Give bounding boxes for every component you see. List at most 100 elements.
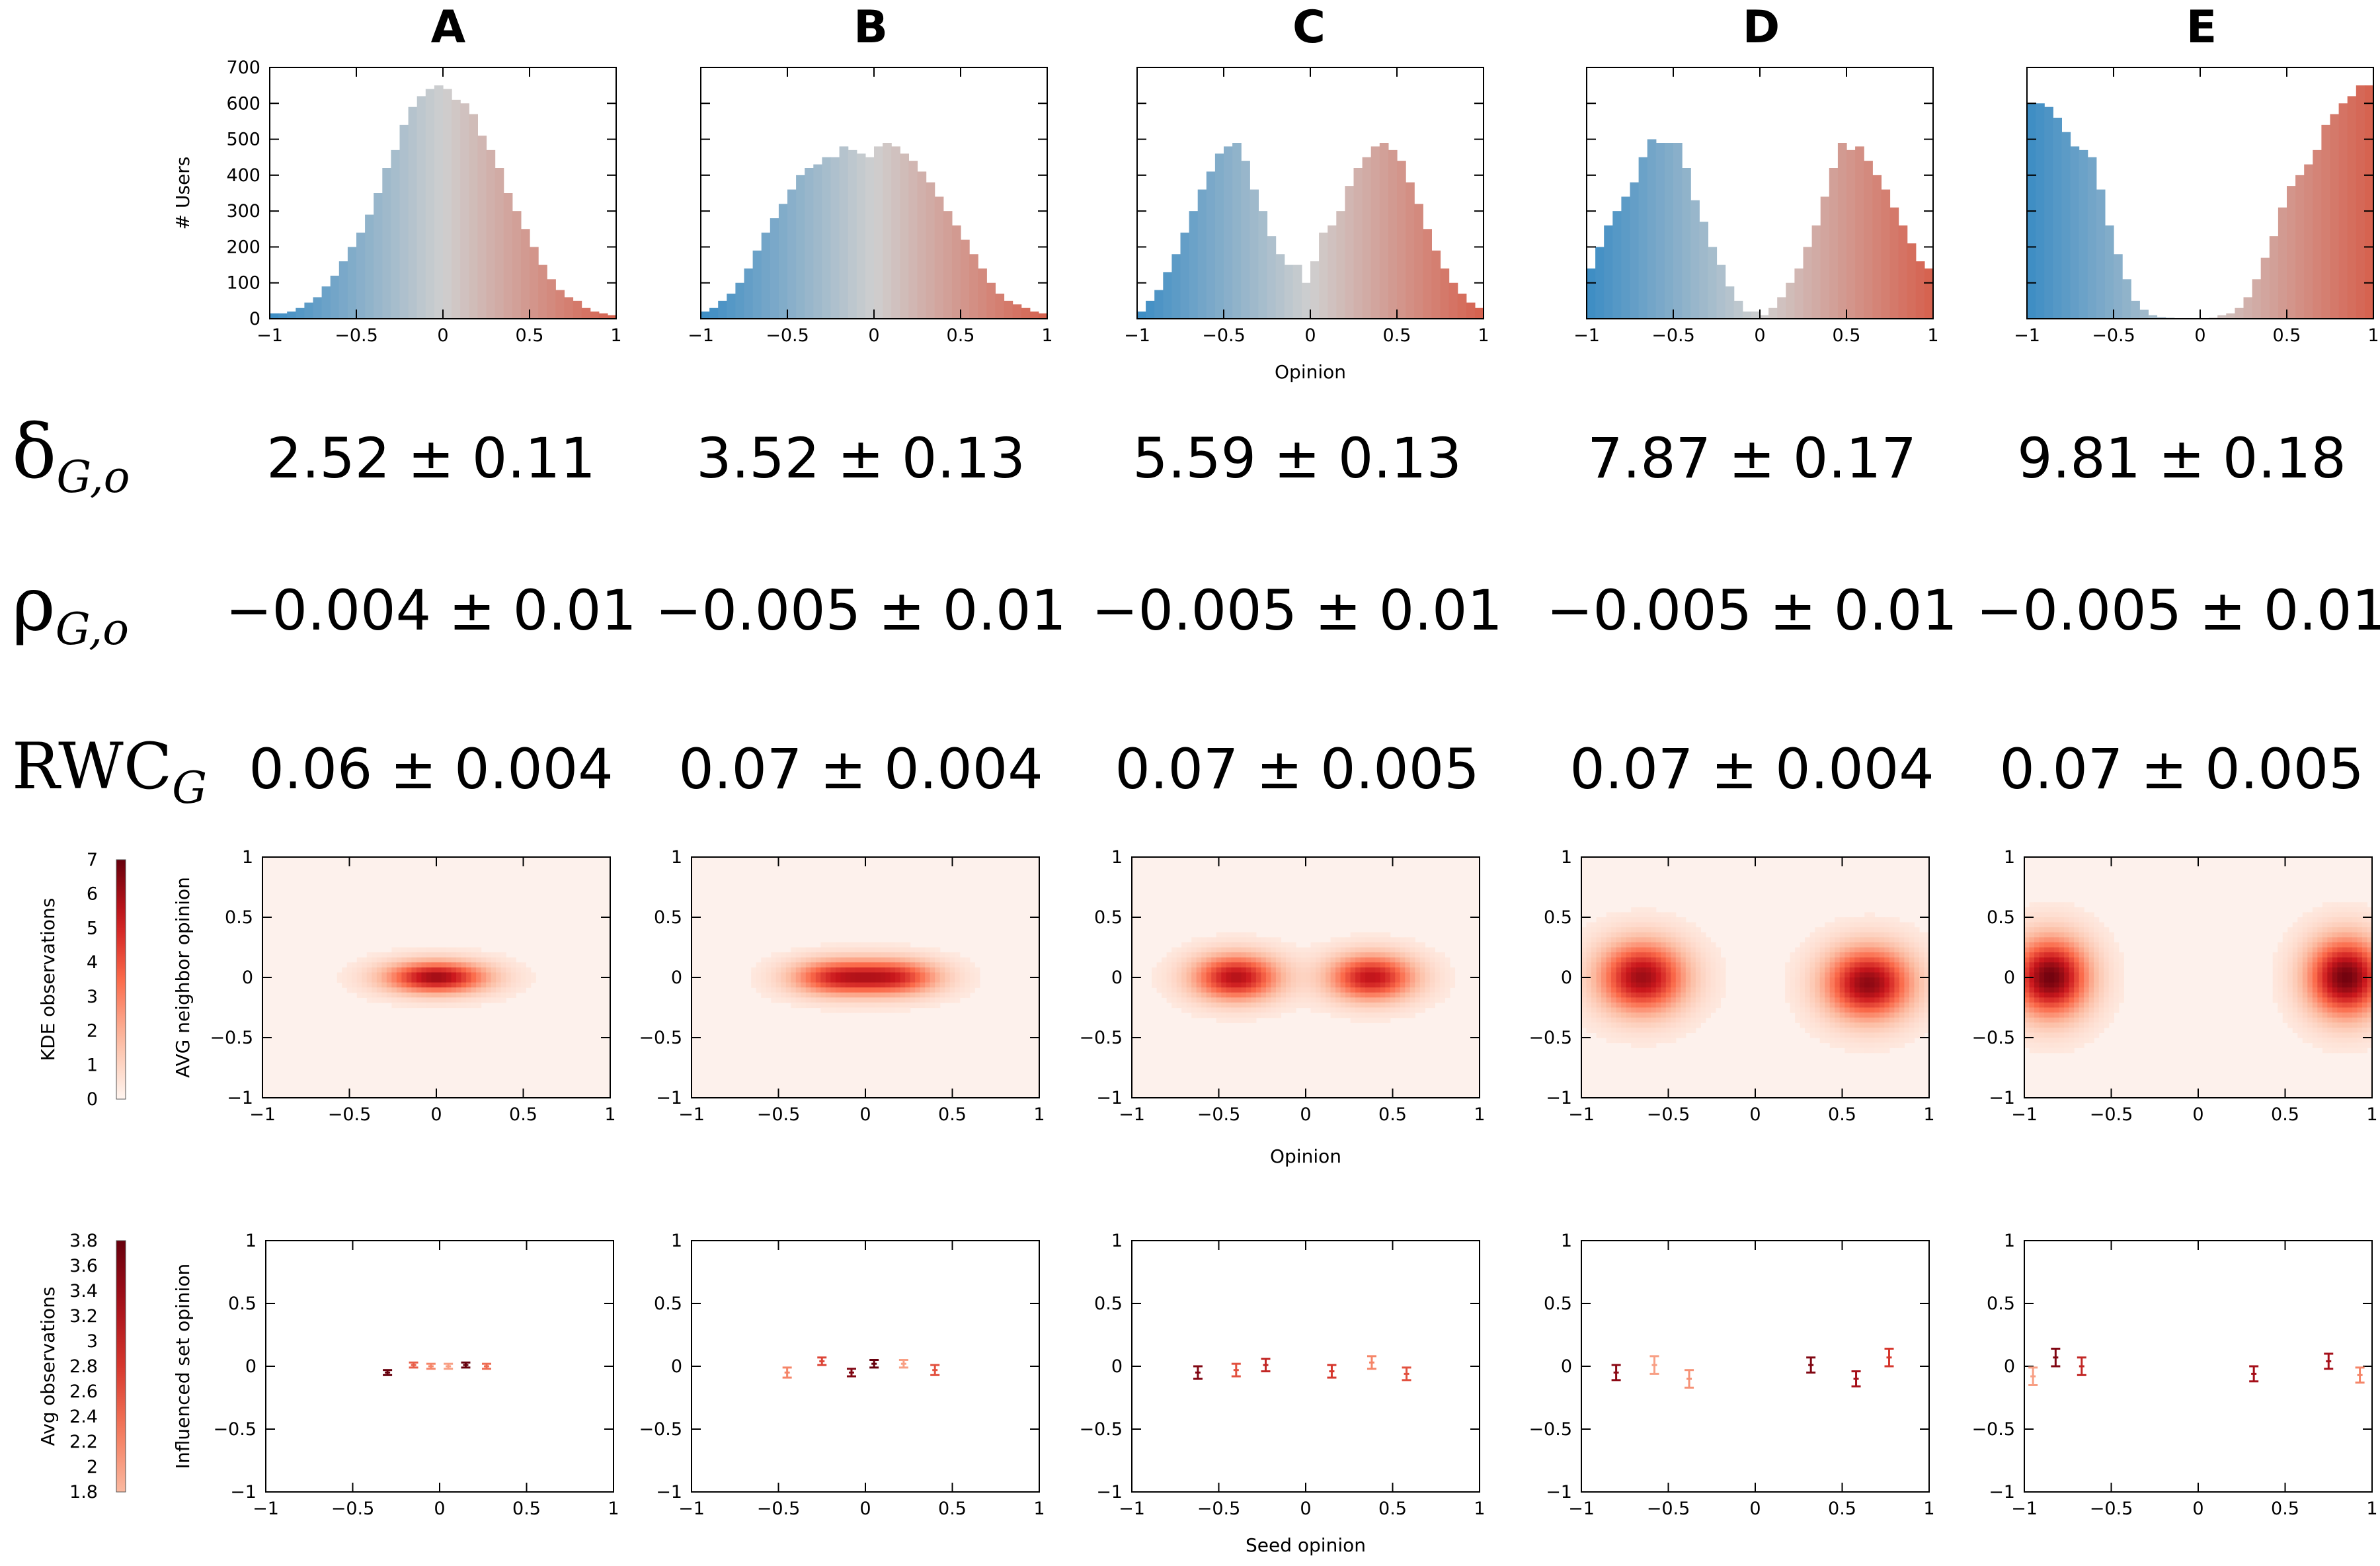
kde-cell [1176, 947, 1182, 953]
kde-cell [2024, 1002, 2030, 1009]
kde-cell [1611, 1012, 1617, 1018]
histogram-bar [2235, 308, 2244, 319]
kde-cell [1661, 912, 1667, 918]
kde-cell [2049, 1048, 2055, 1053]
kde-cell [1171, 957, 1177, 963]
kde-cell [1295, 977, 1302, 983]
kde-cell [1435, 972, 1441, 978]
kde-cell [1591, 967, 1597, 973]
kde-cell [2352, 982, 2358, 988]
kde-cell [1360, 1017, 1366, 1023]
kde-cell [815, 992, 821, 998]
histogram-bar [2226, 313, 2235, 319]
kde-cell [1626, 1032, 1632, 1038]
kde-cell [2084, 962, 2090, 968]
kde-cell [1924, 1022, 1930, 1028]
kde-cell [910, 972, 916, 978]
kde-cell [1675, 997, 1681, 1003]
kde-cell [1429, 967, 1435, 973]
kde-cell [2098, 992, 2104, 998]
kde-cell [1715, 962, 1721, 968]
kde-cell [1646, 1012, 1651, 1018]
kde-cell [1829, 1032, 1835, 1038]
kde-cell [2024, 952, 2030, 958]
kde-cell [1196, 937, 1202, 943]
kde-cell [959, 967, 965, 973]
histogram-bar [1742, 311, 1752, 319]
kde-cell [421, 947, 427, 953]
kde-cell [2367, 977, 2373, 983]
hist-xtick-label: 0.5 [1383, 325, 1411, 346]
kde-cell [1581, 1002, 1587, 1009]
kde-cell [1419, 977, 1425, 983]
kde-cell [2287, 1007, 2293, 1013]
kde-cell [771, 962, 777, 968]
kde-cell [1651, 942, 1657, 948]
kde-cell [920, 997, 926, 1003]
kde-cell [1390, 962, 1396, 968]
kde-cell [1829, 1027, 1835, 1034]
kde-cell [785, 957, 791, 963]
kde-cell [1621, 982, 1627, 988]
kde-cell [2297, 1002, 2303, 1009]
kde-cell [2342, 1038, 2348, 1044]
kde-cell [2302, 1017, 2308, 1023]
kde-cell [2098, 932, 2104, 938]
kde-cell [1671, 947, 1677, 953]
kde-cell [1290, 997, 1296, 1003]
kde-cell [386, 987, 392, 993]
kde-cell [2094, 982, 2100, 988]
kde-cell [342, 982, 348, 988]
kde-cell [2064, 927, 2070, 933]
kde-cell [1655, 1002, 1661, 1009]
histogram-bar [995, 294, 1005, 319]
kde-cell [1700, 1002, 1706, 1009]
kde-cell [1290, 957, 1296, 963]
kde-cell [1375, 957, 1381, 963]
histogram-bar [2287, 186, 2296, 319]
kde-cell [2079, 982, 2084, 988]
kde-cell [801, 967, 807, 973]
kde-cell [820, 972, 826, 978]
kde-cell [1681, 997, 1686, 1003]
kde-cell [1854, 987, 1860, 993]
kde-cell [1300, 982, 1306, 988]
kde-cell [955, 967, 961, 973]
kde-cell [2307, 1032, 2313, 1038]
kde-cell [2367, 907, 2373, 913]
kde-cell [1196, 947, 1202, 953]
kde-cell [1306, 957, 1312, 963]
histogram-bar [1012, 304, 1022, 319]
kde-cell [496, 982, 502, 988]
kde-cell [2054, 957, 2060, 963]
kde-cell [2292, 1012, 2298, 1018]
kde-cell [2347, 1048, 2353, 1053]
kde-cell [1671, 917, 1677, 923]
kde-cell [456, 997, 462, 1003]
kde-cell [2302, 982, 2308, 988]
kde-cell [1671, 937, 1677, 943]
kde-cell [2069, 962, 2075, 968]
kde-cell [426, 987, 432, 993]
kde-cell [2054, 1017, 2060, 1023]
kde-cell [2312, 1032, 2318, 1038]
kde-cell [1445, 967, 1450, 973]
kde-cell [1665, 967, 1671, 973]
histogram-bar [520, 229, 530, 319]
kde-cell [2327, 932, 2333, 938]
kde-cell [2337, 957, 2343, 963]
kde-cell [1859, 922, 1865, 928]
kde-cell [1631, 997, 1637, 1003]
kde-cell [860, 992, 866, 998]
kde-cell [775, 982, 781, 988]
kde-cell [1385, 952, 1391, 958]
kde-cell [1370, 947, 1376, 953]
kde-cell [890, 942, 896, 948]
kde-cell [1360, 977, 1366, 983]
kde-cell [1889, 917, 1895, 923]
kde-cell [1715, 977, 1721, 983]
kde-cell [2352, 1032, 2358, 1038]
kde-cell [2327, 922, 2333, 928]
kde-cell [1400, 947, 1406, 953]
kde-cell [1596, 972, 1602, 978]
